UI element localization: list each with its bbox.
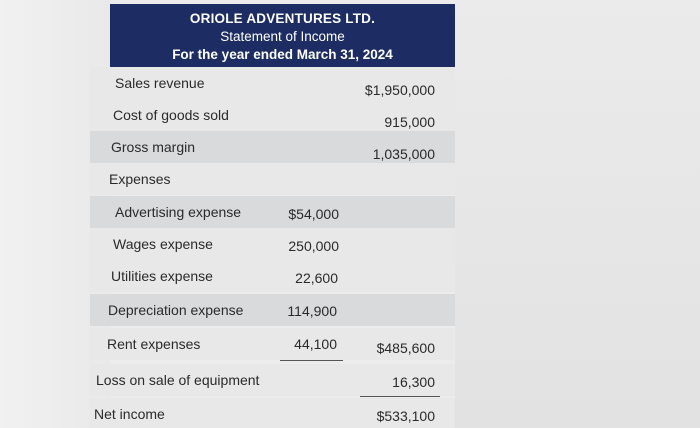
row-label: Depreciation expense — [108, 302, 244, 318]
row-label: Sales revenue — [115, 75, 205, 91]
row-advertising-expense: Advertising expense $54,000 — [90, 196, 455, 228]
amount-detail: $54,000 — [288, 206, 339, 222]
amount-detail: 250,000 — [288, 238, 339, 254]
row-rent-expenses: Rent expenses 44,100 $485,600 — [90, 328, 455, 360]
statement-period: For the year ended March 31, 2024 — [172, 47, 393, 62]
row-cost-of-goods-sold: Cost of goods sold 915,000 — [90, 99, 455, 131]
row-loss-on-sale: Loss on sale of equipment 16,300 — [90, 364, 455, 396]
row-label: Cost of goods sold — [113, 107, 229, 123]
statement-header: ORIOLE ADVENTURES LTD. Statement of Inco… — [110, 4, 455, 76]
subtotal-underline — [360, 396, 440, 397]
row-label: Utilities expense — [111, 268, 213, 284]
row-sales-revenue: Sales revenue $1,950,000 — [90, 67, 455, 99]
amount-total: $1,950,000 — [364, 82, 435, 98]
row-utilities-expense: Utilities expense 22,600 — [90, 260, 455, 292]
amount-detail: 114,900 — [287, 303, 337, 319]
row-depreciation-expense: Depreciation expense 114,900 — [90, 294, 455, 326]
row-label: Net income — [94, 406, 165, 422]
amount-total: $533,100 — [376, 408, 435, 424]
row-expenses-heading: Expenses — [90, 163, 455, 195]
row-label: Advertising expense — [115, 204, 242, 220]
row-label: Gross margin — [111, 139, 196, 155]
amount-detail: 22,600 — [295, 270, 338, 286]
amount-total: 16,300 — [392, 374, 435, 390]
amount-total: 1,035,000 — [372, 146, 435, 162]
row-label: Wages expense — [113, 236, 213, 252]
subtotal-underline — [280, 360, 343, 361]
amount-total: $485,600 — [376, 340, 435, 356]
company-name: ORIOLE ADVENTURES LTD. — [189, 11, 376, 26]
row-label: Rent expenses — [107, 336, 201, 352]
row-label: Expenses — [109, 171, 171, 187]
amount-detail: 44,100 — [294, 336, 337, 352]
background-area — [455, 0, 700, 428]
statement-title: Statement of Income — [220, 29, 345, 44]
row-label: Loss on sale of equipment — [96, 372, 260, 388]
amount-total: 915,000 — [384, 114, 435, 130]
row-wages-expense: Wages expense 250,000 — [90, 228, 455, 260]
row-net-income: Net income $533,100 — [90, 398, 455, 428]
row-gross-margin: Gross margin 1,035,000 — [90, 131, 455, 163]
